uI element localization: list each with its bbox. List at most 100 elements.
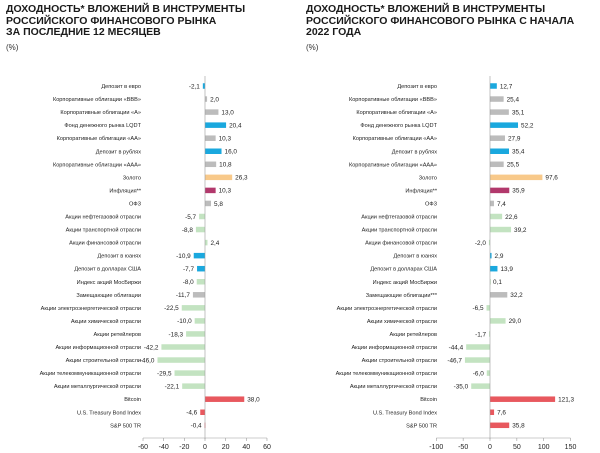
bar [464, 357, 490, 363]
value-label: -1,7 [475, 331, 486, 338]
x-tick-label: -60 [138, 444, 148, 451]
value-label: 13,0 [221, 109, 234, 116]
bar [490, 174, 543, 181]
value-label: -5,7 [185, 214, 196, 221]
value-label: 2,0 [210, 96, 219, 103]
chart-panel-since-2022: ДОХОДНОСТЬ* ВЛОЖЕНИЙ В ИНСТРУМЕНТЫ РОССИ… [300, 0, 600, 453]
bar [466, 344, 490, 350]
x-tick-label: 60 [263, 444, 271, 451]
category-label: Корпоративные облигации «ВВВ» [349, 97, 437, 103]
bar [490, 265, 498, 272]
value-label: 35,4 [512, 149, 525, 156]
category-label: Акции телекоммуникационной отрасли [336, 370, 437, 377]
value-label: -8,8 [182, 227, 193, 234]
value-label: 2,9 [495, 253, 504, 260]
category-label: Акции информационной отрасли [351, 344, 437, 351]
category-label: Депозит в евро [101, 84, 141, 90]
chart-title: ДОХОДНОСТЬ* ВЛОЖЕНИЙ В ИНСТРУМЕНТЫ РОССИ… [6, 3, 245, 39]
bar [161, 344, 205, 350]
chart-title-line: РОССИЙСКОГО ФИНАНСОВОГО РЫНКА С НАЧАЛА [306, 14, 575, 27]
bar [197, 265, 205, 272]
bar [157, 357, 205, 363]
value-label: -6,5 [472, 305, 483, 312]
category-label: Депозит в долларах США [74, 267, 141, 273]
value-label: -35,0 [454, 383, 469, 390]
bar [490, 122, 519, 128]
value-label: -2,1 [189, 83, 200, 90]
x-tick-label: 150 [565, 444, 577, 451]
category-label: Инфляция** [405, 188, 437, 194]
category-label: Замещающие облигации [76, 293, 141, 299]
category-label: Акции металлургической отрасли [54, 383, 141, 390]
x-tick-label: 40 [242, 444, 250, 451]
category-label: Акции финансовой отрасли [69, 240, 141, 247]
chart-unit: (%) [6, 43, 19, 52]
category-label: Акции ретейлеров [93, 331, 141, 338]
bar [202, 83, 205, 89]
value-label: 27,9 [508, 136, 521, 143]
category-label: Акции телекоммуникационной отрасли [40, 370, 141, 377]
category-label: Инфляция** [109, 188, 141, 194]
category-label: Акции строительной отрасли [66, 357, 141, 364]
x-tick-label: 100 [538, 444, 550, 451]
value-label: 0,1 [493, 279, 502, 286]
value-label: 38,0 [247, 397, 260, 404]
value-label: 39,2 [514, 227, 527, 234]
category-label: Замещающие облигации*** [366, 293, 438, 299]
category-label: Акции транспортной отрасли [66, 227, 141, 234]
category-label: S&P 500 TR [110, 423, 141, 429]
bar [490, 83, 497, 89]
value-label: 10,3 [219, 188, 232, 195]
value-label: 97,6 [545, 175, 558, 182]
category-label: S&P 500 TR [406, 423, 437, 429]
category-label: U.S. Treasury Bond Index [373, 410, 437, 416]
category-label: Акции информационной отрасли [55, 344, 141, 351]
category-label: Акции химической отрасли [71, 318, 141, 325]
category-label: Акции электроэнергетической отрасли [337, 305, 437, 312]
value-label: 13,9 [500, 266, 513, 273]
value-label: 16,0 [225, 149, 238, 156]
value-label: -11,7 [176, 292, 191, 299]
value-label: 7,6 [497, 410, 506, 417]
bar [471, 383, 490, 389]
chart-title-line: 2022 ГОДА [306, 26, 362, 38]
value-label: -10,9 [176, 253, 191, 260]
category-label: Золото [123, 175, 141, 181]
value-label: -7,7 [183, 266, 194, 273]
bar [193, 252, 205, 259]
value-label: -4,6 [186, 410, 197, 417]
bar [195, 226, 205, 233]
bar [490, 252, 492, 259]
category-label: Акции нефтегазовой отрасли [361, 214, 437, 221]
bar [196, 279, 205, 285]
value-label: -2,0 [475, 240, 486, 247]
value-label: 5,8 [214, 201, 223, 208]
category-label: Депозит в евро [397, 84, 437, 90]
category-label: Корпоративные облигации «АА» [57, 136, 141, 142]
bar [205, 122, 227, 128]
value-label: -0,4 [191, 423, 202, 430]
category-label: Корпоративные облигации «АА» [353, 136, 437, 142]
bar [489, 331, 490, 337]
chart-title-line: РОССИЙСКОГО ФИНАНСОВОГО РЫНКА [6, 14, 217, 27]
category-label: Корпоративные облигации «А» [60, 110, 141, 116]
bar [205, 200, 211, 207]
category-label: Акции ретейлеров [389, 331, 437, 338]
chart-unit: (%) [306, 43, 319, 52]
chart-title-line: ДОХОДНОСТЬ* ВЛОЖЕНИЙ В ИНСТРУМЕНТЫ [306, 3, 546, 15]
bar [205, 187, 216, 194]
category-label: Депозит в рублях [96, 149, 141, 155]
value-label: 10,3 [219, 136, 232, 143]
x-tick-label: 0 [203, 444, 207, 451]
bar [490, 161, 504, 168]
value-label: -46,7 [447, 357, 462, 364]
bar [199, 213, 205, 220]
bar [490, 279, 491, 285]
bar [194, 318, 205, 324]
x-tick-label: 50 [513, 444, 521, 451]
bar [186, 331, 205, 337]
bar [205, 239, 208, 246]
bar [490, 96, 504, 102]
category-label: Корпоративные облигации «ААА» [349, 162, 437, 168]
category-label: Депозит в долларах США [370, 267, 437, 273]
